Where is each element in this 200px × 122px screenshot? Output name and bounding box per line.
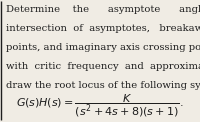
Text: Determine    the      asymptote      angles,: Determine the asymptote angles,: [6, 5, 200, 14]
Text: $G(s)H(s)=\dfrac{K}{(s^2+4s+8)(s+1)}.$: $G(s)H(s)=\dfrac{K}{(s^2+4s+8)(s+1)}.$: [16, 93, 184, 119]
Text: with  critic  frequency  and  approximately: with critic frequency and approximately: [6, 62, 200, 71]
Text: intersection  of  asymptotes,   breakaway: intersection of asymptotes, breakaway: [6, 24, 200, 33]
Text: points, and imaginary axis crossing point: points, and imaginary axis crossing poin…: [6, 43, 200, 52]
Text: draw the root locus of the following system:: draw the root locus of the following sys…: [6, 81, 200, 90]
